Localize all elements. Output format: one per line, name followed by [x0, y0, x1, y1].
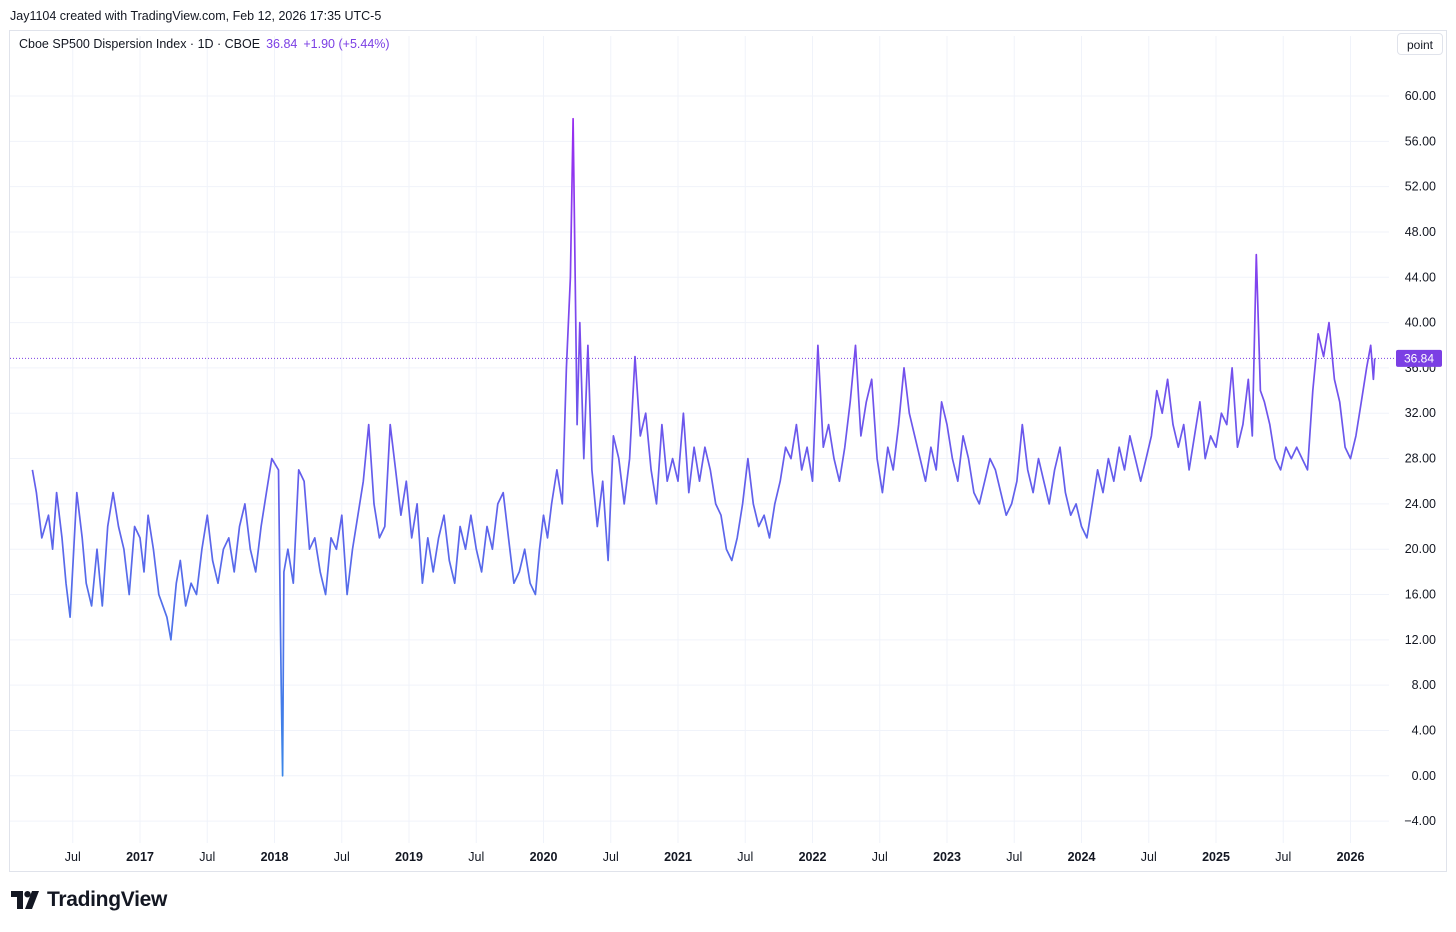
chart-frame [9, 30, 1447, 872]
x-tick-label: 2025 [1202, 850, 1230, 864]
brand-name: TradingView [47, 888, 168, 911]
y-tick-label: 20.00 [1405, 542, 1436, 556]
series-line [31, 117, 1376, 777]
x-tick-label: 2022 [799, 850, 827, 864]
x-tick-label: Jul [1006, 850, 1022, 864]
x-tick-label: Jul [468, 850, 484, 864]
x-tick-label: 2018 [261, 850, 289, 864]
x-tick-label: 2017 [126, 850, 154, 864]
x-tick-label: 2021 [664, 850, 692, 864]
x-axis: Jul 2017 Jul 2018 Jul 2019 Jul 2020 Jul 2021 Jul 20… [65, 850, 1365, 864]
y-tick-label: 28.00 [1405, 452, 1436, 466]
x-tick-label: Jul [872, 850, 888, 864]
y-tick-label: 32.00 [1405, 406, 1436, 420]
y-tick-label: 12.00 [1405, 633, 1436, 647]
x-tick-label: Jul [199, 850, 215, 864]
chart-legend: Cboe SP500 Dispersion Index · 1D · CBOE 3… [19, 37, 390, 51]
y-tick-label: 60.00 [1405, 89, 1436, 103]
y-tick-label: 44.00 [1405, 270, 1436, 284]
y-tick-label: 56.00 [1405, 134, 1436, 148]
y-axis: 60.0056.0052.0048.0044.0040.0036.0032.00… [1404, 89, 1436, 828]
x-tick-label: Jul [334, 850, 350, 864]
last-value-label: 36.84 [1396, 349, 1442, 367]
x-tick-label: 2023 [933, 850, 961, 864]
y-tick-label: 52.00 [1405, 180, 1436, 194]
x-tick-label: 2020 [530, 850, 558, 864]
y-tick-label: 4.00 [1412, 723, 1436, 737]
y-tick-label: 0.00 [1412, 769, 1436, 783]
y-tick-label: 8.00 [1412, 678, 1436, 692]
tradingview-logo-icon [11, 891, 39, 909]
x-tick-label: Jul [737, 850, 753, 864]
y-tick-label: 40.00 [1405, 316, 1436, 330]
x-tick-label: 2024 [1068, 850, 1096, 864]
price-scale-unit-button[interactable]: point [1397, 33, 1443, 55]
legend-symbol: Cboe SP500 Dispersion Index · 1D · CBOE [19, 37, 261, 51]
legend-last-value: 36.84 [266, 37, 298, 51]
y-tick-label: 48.00 [1405, 225, 1436, 239]
x-tick-label: Jul [1275, 850, 1291, 864]
svg-text:36.84: 36.84 [1404, 351, 1434, 365]
attribution-text: Jay1104 created with TradingView.com, Fe… [10, 9, 382, 23]
x-tick-label: Jul [1141, 850, 1157, 864]
y-tick-label: 16.00 [1405, 588, 1436, 602]
y-tick-label: 24.00 [1405, 497, 1436, 511]
tradingview-logo[interactable]: TradingView [11, 888, 167, 912]
x-tick-label: 2019 [395, 850, 423, 864]
y-tick-label: −4.00 [1404, 814, 1436, 828]
grid-lines [10, 36, 1389, 843]
x-tick-label: Jul [65, 850, 81, 864]
legend-change: +1.90 (+5.44%) [303, 37, 390, 51]
x-tick-label: 2026 [1337, 850, 1365, 864]
x-tick-label: Jul [603, 850, 619, 864]
